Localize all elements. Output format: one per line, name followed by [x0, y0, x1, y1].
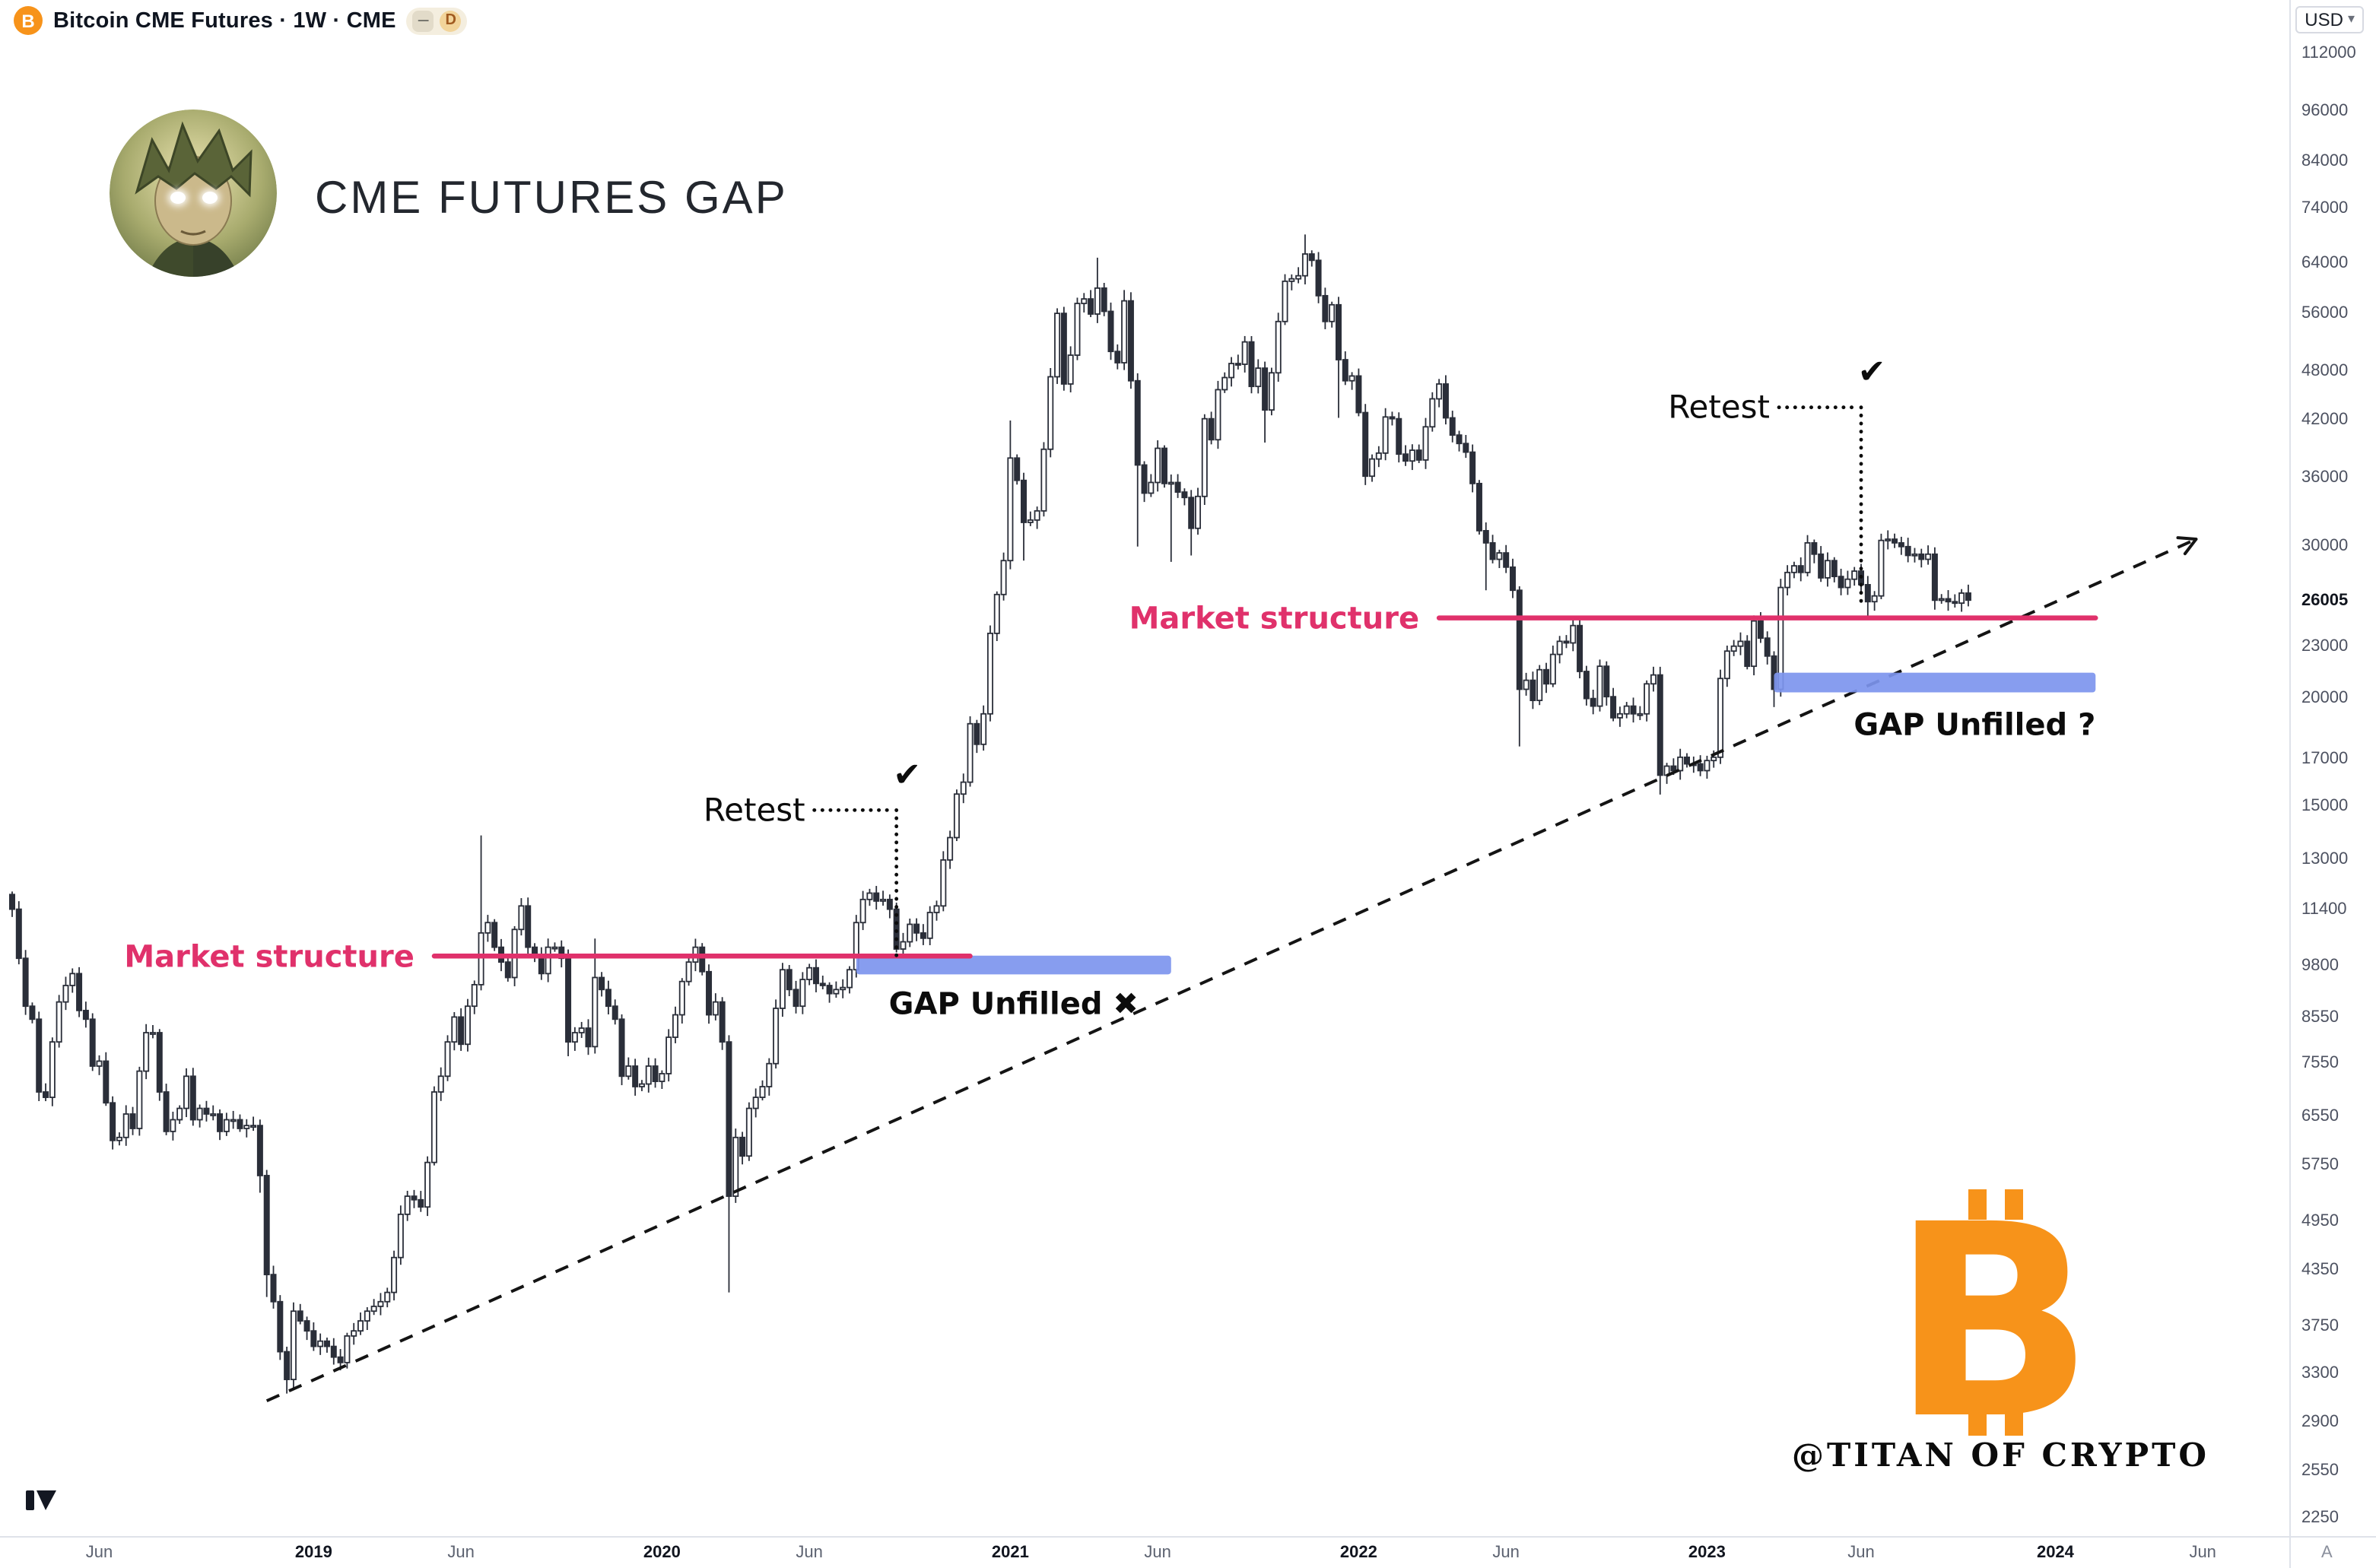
price-tick: 5750: [2301, 1156, 2339, 1175]
current-price-tick: 26005: [2301, 591, 2349, 610]
price-tick: 96000: [2301, 101, 2349, 120]
price-tick: 64000: [2301, 253, 2349, 272]
bitcoin-logo-watermark: B: [1886, 1167, 2099, 1478]
price-tick: 17000: [2301, 750, 2349, 769]
retest-label: Retest: [704, 791, 805, 828]
time-tick: 2022: [1339, 1544, 1377, 1562]
svg-text:B: B: [1892, 1174, 2095, 1451]
market-structure-level[interactable]: Market structure: [124, 939, 973, 974]
author-signature: @TITAN OF CRYPTO: [1792, 1436, 2209, 1474]
avatar-image: [110, 110, 277, 277]
time-tick: Jun: [1847, 1544, 1875, 1562]
candles: [8, 234, 1971, 1394]
price-tick: 9800: [2301, 957, 2339, 976]
price-axis[interactable]: 112000 96000 84000 74000 64000 56000 48000 4200…: [2289, 0, 2376, 1536]
retest-label: Retest: [1668, 389, 1770, 426]
price-tick: 7550: [2301, 1054, 2339, 1073]
collapse-icon[interactable]: −: [412, 10, 434, 31]
price-tick: 36000: [2301, 468, 2349, 487]
market-structure-label: Market structure: [1129, 601, 1420, 636]
interval-d-badge[interactable]: D: [440, 10, 462, 31]
price-tick: 2550: [2301, 1461, 2339, 1480]
time-tick: 2021: [991, 1544, 1029, 1562]
price-tick: 42000: [2301, 411, 2349, 430]
price-tick: 30000: [2301, 537, 2349, 556]
time-tick: Jun: [447, 1544, 475, 1562]
price-tick: 3300: [2301, 1364, 2339, 1383]
price-tick: 3750: [2301, 1316, 2339, 1335]
corner-label: A: [2321, 1544, 2333, 1562]
time-tick: 2024: [2036, 1544, 2074, 1562]
price-tick: 20000: [2301, 689, 2349, 708]
time-tick: 2020: [643, 1544, 681, 1562]
time-tick: Jun: [1492, 1544, 1520, 1562]
checkmark-icon: ✔: [893, 755, 921, 794]
currency-selector[interactable]: USD ▾: [2295, 6, 2364, 33]
price-tick: 23000: [2301, 636, 2349, 655]
chevron-down-icon: ▾: [2347, 12, 2355, 27]
symbol-legend[interactable]: B Bitcoin CME Futures · 1W · CME − D: [14, 6, 468, 35]
symbol-title[interactable]: Bitcoin CME Futures · 1W · CME: [53, 8, 396, 33]
price-tick: 4350: [2301, 1261, 2339, 1280]
time-tick: Jun: [85, 1544, 113, 1562]
price-tick: 4950: [2301, 1212, 2339, 1231]
market-structure-level[interactable]: Market structure: [1129, 601, 2098, 636]
time-tick: 2023: [1688, 1544, 1726, 1562]
price-tick: 74000: [2301, 198, 2349, 217]
gap-zone-label: GAP Unfilled ✖: [889, 986, 1139, 1021]
price-tick: 56000: [2301, 303, 2349, 322]
axis-corner-button[interactable]: A: [2289, 1536, 2376, 1568]
retest-annotation[interactable]: Retest ✔: [1668, 353, 1886, 610]
bitcoin-logo-icon: B: [1892, 1167, 2095, 1478]
price-tick: 2250: [2301, 1508, 2339, 1527]
price-tick: 8550: [2301, 1008, 2339, 1027]
bitcoin-icon: B: [14, 6, 43, 35]
tradingview-logo-icon[interactable]: [24, 1484, 58, 1522]
price-tick: 13000: [2301, 850, 2349, 869]
checkmark-icon: ✔: [1858, 353, 1886, 392]
time-tick: 2019: [294, 1544, 332, 1562]
gap-zone[interactable]: GAP Unfilled ✖: [856, 955, 1171, 1022]
legend-badges[interactable]: − D: [406, 7, 468, 34]
gap-zone-label: GAP Unfilled ?: [1853, 708, 2095, 743]
time-axis[interactable]: Jun 2019 Jun 2020 Jun 2021 Jun 2022 Jun 2023 Jun 20…: [0, 1536, 2289, 1568]
market-structure-label: Market structure: [124, 939, 415, 974]
gap-zone[interactable]: GAP Unfilled ?: [1774, 672, 2096, 743]
avatar: [110, 110, 277, 277]
price-tick: 15000: [2301, 797, 2349, 816]
currency-label: USD: [2305, 9, 2343, 30]
time-tick: Jun: [2189, 1544, 2216, 1562]
price-tick: 84000: [2301, 151, 2349, 170]
time-tick: Jun: [796, 1544, 823, 1562]
price-tick: 2900: [2301, 1413, 2339, 1432]
time-tick: Jun: [1144, 1544, 1171, 1562]
retest-annotation[interactable]: Retest ✔: [704, 755, 921, 958]
price-tick: 11400: [2301, 900, 2347, 919]
price-tick: 48000: [2301, 361, 2349, 380]
page-title: CME FUTURES GAP: [315, 173, 788, 224]
price-chart[interactable]: GAP Unfilled ✖ GAP Unfilled ? Market struc…: [0, 0, 2289, 1536]
price-tick: 112000: [2301, 43, 2356, 62]
price-tick: 6550: [2301, 1107, 2339, 1126]
